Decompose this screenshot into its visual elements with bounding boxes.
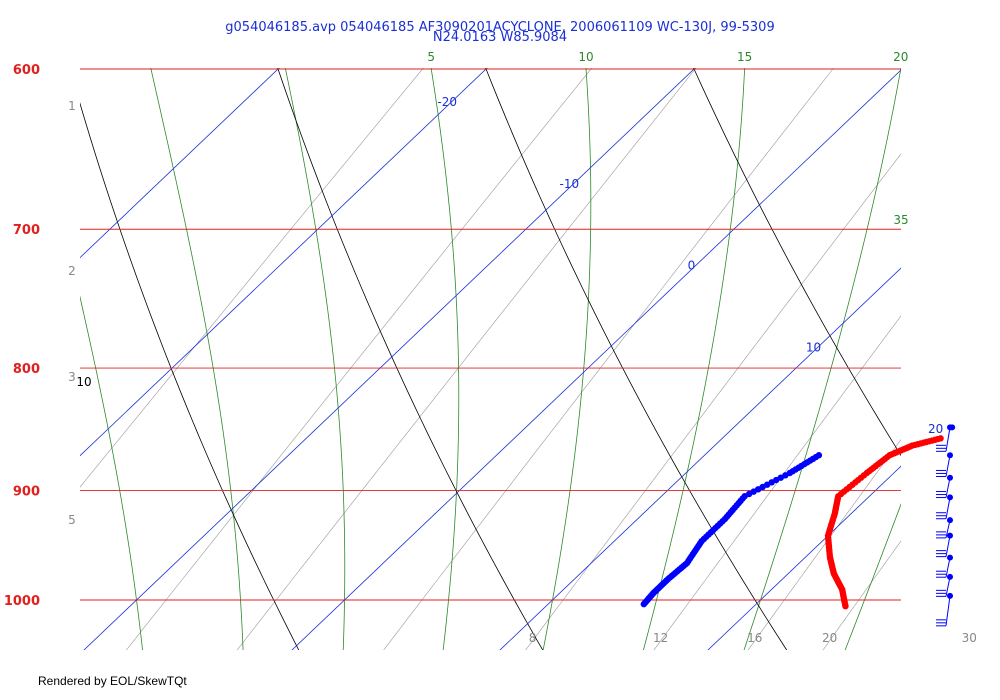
wind-barb-staff <box>945 427 951 452</box>
dry-adiabat-line <box>80 102 300 650</box>
moist-adiabat-line <box>642 68 746 650</box>
isotherm-line <box>291 69 901 650</box>
mixing-ratio-line <box>747 439 901 650</box>
footer-credit: Rendered by EOL/SkewTQt <box>38 674 187 688</box>
sounding-profiles <box>640 424 956 610</box>
moist-adiabat-line <box>542 68 592 650</box>
dry-adiabat-line <box>693 68 901 457</box>
moist-adiabat-label: 5 <box>427 50 435 64</box>
dry-adiabat-label: 10 <box>76 375 91 389</box>
wind-barb-staff <box>945 497 951 519</box>
pressure-label: 1000 <box>4 594 40 609</box>
isotherm-line <box>0 0 145 651</box>
wind-barb-staff <box>945 595 951 626</box>
moist-adiabat-line <box>743 68 901 650</box>
pressure-label: 800 <box>13 362 40 377</box>
mixing-ratio-line <box>525 153 901 650</box>
isotherm-label: 10 <box>806 340 821 354</box>
mixing-ratio-label: 3 <box>68 370 76 384</box>
dewpoint-point <box>640 600 648 608</box>
isotherm-line <box>83 68 696 650</box>
moist-adiabat-line <box>80 295 143 650</box>
moist-adiabat-line <box>284 68 346 650</box>
wind-barb-staff <box>945 519 951 538</box>
mixing-ratio-line <box>383 68 834 650</box>
axis-labels: 6007008009001000-20-10010203040102030405… <box>4 50 977 645</box>
mixing-ratio-line <box>653 315 901 650</box>
isotherm-label: 0 <box>688 259 696 273</box>
moist-adiabat-label: 15 <box>737 50 752 64</box>
mixing-ratio-label: 1 <box>68 99 76 113</box>
mixing-ratio-label: 12 <box>653 631 668 645</box>
dry-adiabat-line <box>277 68 544 650</box>
isotherm-line <box>80 68 280 259</box>
moist-adiabat-line <box>942 0 1000 661</box>
mixing-ratio-label: 2 <box>68 264 76 278</box>
mixing-ratio-line <box>236 68 697 650</box>
mixing-ratio-line <box>125 68 593 650</box>
moist-adiabat-line <box>844 503 901 650</box>
moist-adiabat-label: 10 <box>578 50 593 64</box>
pressure-label: 700 <box>13 223 40 238</box>
mixing-ratio-line <box>80 68 424 488</box>
chart-title: g054046185.avp 054046185 AF3090201ACYCLO… <box>225 20 774 35</box>
mixing-ratio-line <box>822 540 901 650</box>
pressure-label: 600 <box>13 63 40 78</box>
mixing-ratio-label: 8 <box>529 631 537 645</box>
pressure-label: 900 <box>13 484 40 499</box>
wind-barb-staff <box>945 557 951 578</box>
mixing-ratio-label: 20 <box>822 631 837 645</box>
wind-barb-staff <box>945 455 951 477</box>
isotherm-label: -10 <box>560 177 580 191</box>
mixing-ratio-label: 30 <box>962 631 977 645</box>
isotherm-label: 20 <box>928 422 943 436</box>
dry-adiabat-lines <box>80 68 901 650</box>
mixing-ratio-label: 5 <box>68 513 76 527</box>
moist-adiabat-line <box>430 68 460 650</box>
moist-adiabat-label: 20 <box>893 50 908 64</box>
isotherm-lines <box>0 0 1000 651</box>
moist-adiabat-lines <box>80 0 1000 661</box>
wind-barb-staff <box>945 576 951 597</box>
mixing-ratio-label: 16 <box>747 631 762 645</box>
isotherm-line <box>915 0 1000 651</box>
isotherm-line <box>80 68 488 457</box>
isotherm-line <box>499 267 901 650</box>
dry-adiabat-line <box>485 68 788 650</box>
wind-barb-staff <box>945 477 951 498</box>
mixing-ratio-line <box>956 0 1000 661</box>
moist-adiabat-line <box>150 68 244 650</box>
moist-adiabat-label: 35 <box>893 213 908 227</box>
temperature-point <box>842 603 849 610</box>
isotherm-label: -20 <box>437 95 457 109</box>
isobar-lines <box>80 68 901 601</box>
wind-barb-staff <box>945 535 951 557</box>
isotherm-line <box>707 465 901 650</box>
mixing-ratio-lines <box>80 0 1000 661</box>
chart-subtitle: N24.0163 W85.9084 <box>433 30 567 45</box>
wind-barbs <box>936 424 953 627</box>
